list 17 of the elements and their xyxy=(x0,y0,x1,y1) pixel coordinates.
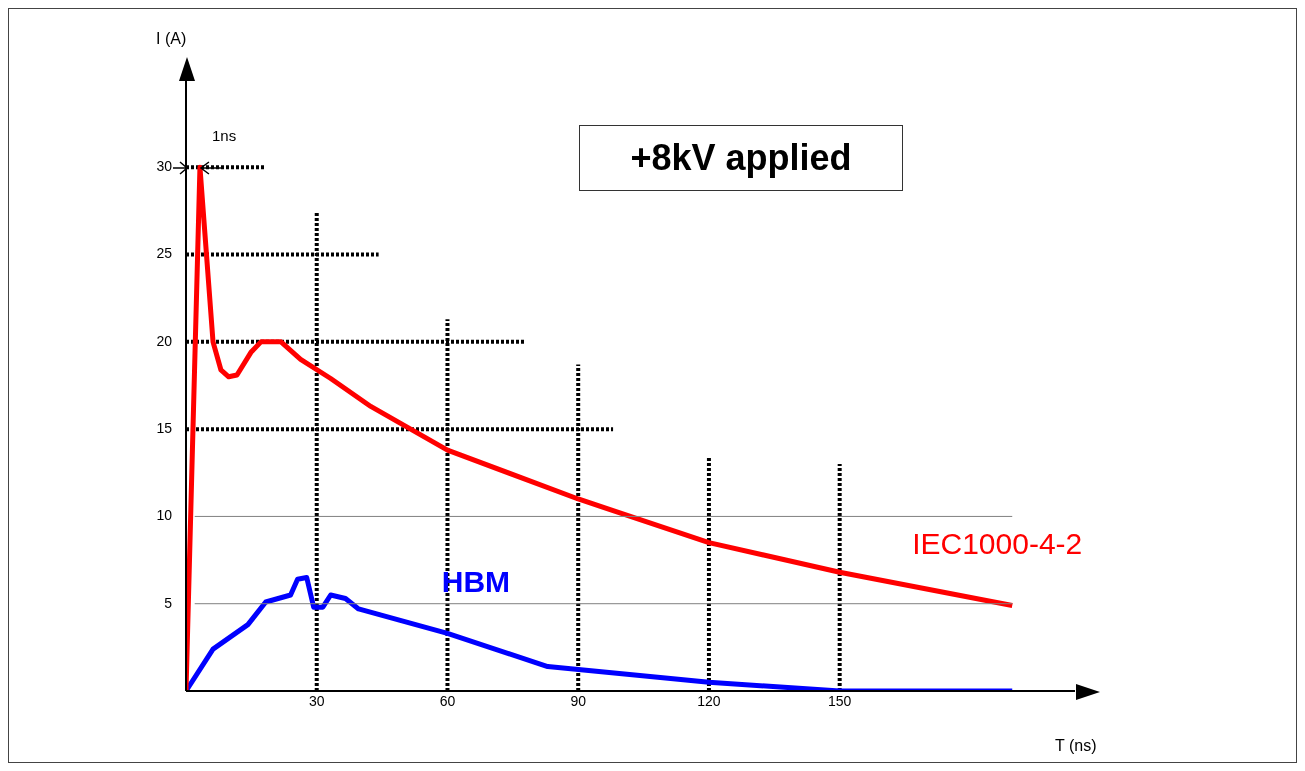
y-axis-title: I (A) xyxy=(156,30,187,48)
x-axis-title: T (ns) xyxy=(1055,737,1097,755)
y-tick-label: 10 xyxy=(156,507,173,524)
series-label: IEC1000-4-2 xyxy=(912,526,1083,560)
x-tick-label: 150 xyxy=(828,693,852,710)
y-tick-label: 5 xyxy=(164,594,173,611)
series-label: HBM xyxy=(441,564,511,598)
annotation: 1ns xyxy=(212,127,237,145)
x-tick-label: 60 xyxy=(439,693,456,710)
y-tick-label: 20 xyxy=(156,332,173,349)
x-tick-label: 120 xyxy=(697,693,721,710)
x-tick-label: 90 xyxy=(570,693,587,710)
y-tick-label: 15 xyxy=(156,420,173,436)
y-tick-label: 30 xyxy=(156,158,173,175)
x-tick-label: 30 xyxy=(308,693,325,710)
y-tick-label: 25 xyxy=(156,245,173,262)
text: +8kV applied xyxy=(579,125,903,191)
